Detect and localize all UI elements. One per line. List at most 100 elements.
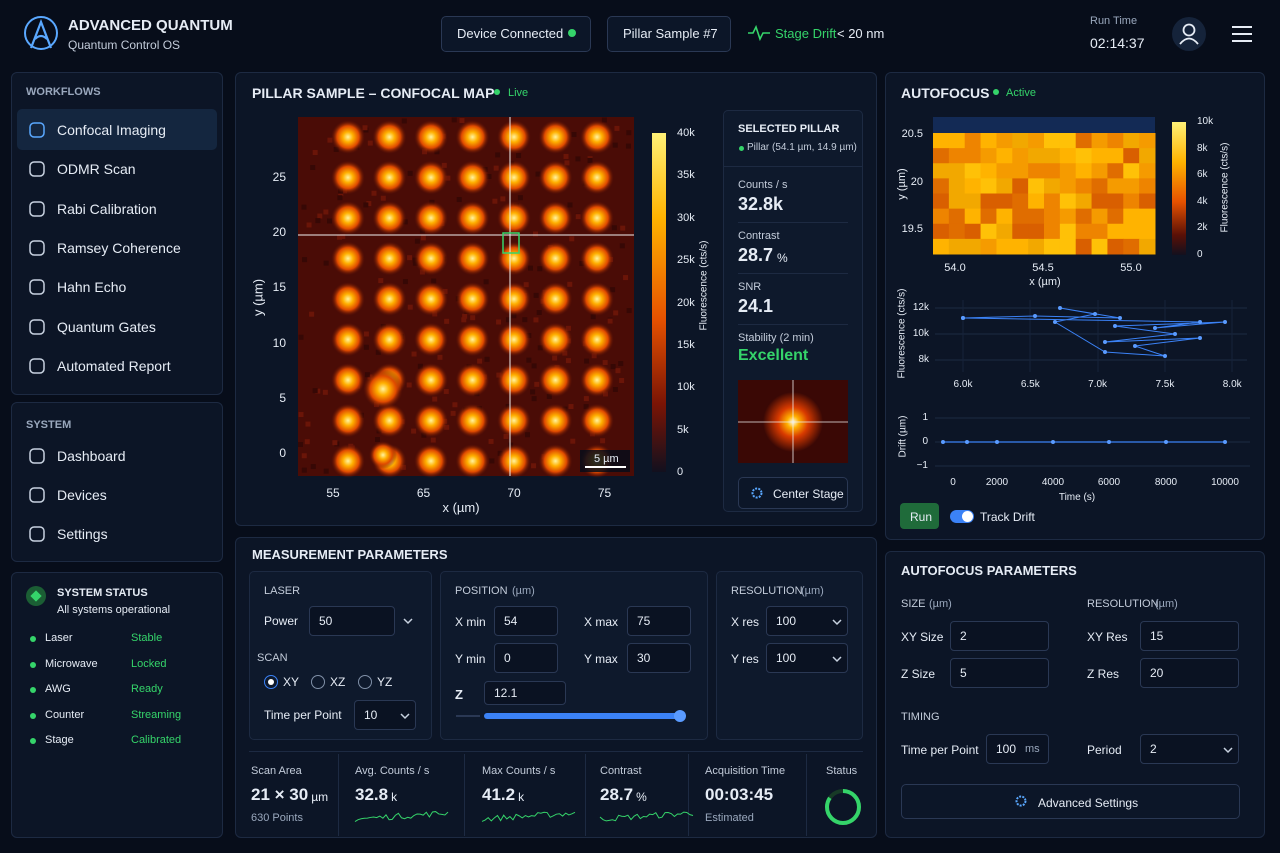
live-status: Live (508, 87, 529, 99)
slider-rail (456, 715, 480, 717)
drift-point (965, 440, 969, 444)
position-input[interactable] (494, 606, 558, 636)
pillar-spot (372, 201, 407, 235)
heatmap-cell (1123, 178, 1140, 194)
noise (402, 279, 408, 285)
size-input[interactable] (950, 621, 1049, 651)
noise (450, 410, 456, 416)
x-tick-label: 65 (416, 486, 431, 500)
nav-icon-shape (29, 200, 45, 217)
noise (444, 318, 450, 324)
group-unit: (µm) (929, 598, 952, 610)
pillar-spot (455, 241, 490, 276)
size-input[interactable] (950, 658, 1049, 688)
status-dot (30, 636, 36, 642)
drift-point (995, 440, 999, 444)
field-label: Z Res (1087, 667, 1120, 681)
pillar-spot (331, 403, 365, 438)
y-tick-label: 19.5 (901, 223, 923, 235)
heatmap-cell (933, 223, 950, 240)
sample-pill[interactable] (607, 16, 731, 52)
noise (615, 368, 621, 374)
input-value: 20 (1150, 666, 1164, 680)
toggle-knob (962, 511, 973, 522)
noise (531, 363, 537, 369)
colorbar-tick-label: 2k (1197, 222, 1208, 234)
group-title: TIMING (901, 711, 940, 723)
pillar-spot (455, 201, 490, 235)
radio[interactable] (358, 675, 372, 689)
center-stage-button[interactable] (738, 477, 848, 509)
noise (337, 234, 343, 240)
noise (625, 143, 631, 149)
nav-icon (29, 318, 45, 335)
trace-point (1153, 326, 1157, 330)
colorbar-tick-label: 5k (677, 423, 689, 436)
heatmap-cell (1059, 193, 1077, 210)
autofocus-heatmap (933, 117, 1156, 255)
heatmap-cell (996, 148, 1013, 164)
time-input[interactable] (986, 734, 1049, 764)
user-bg (1172, 17, 1206, 51)
field-label: Y min (455, 652, 486, 666)
pillar-spot (331, 120, 365, 154)
position-input[interactable] (627, 606, 691, 636)
heatmap-cell (1044, 163, 1061, 179)
noise (298, 412, 304, 418)
fluorescence-plot (935, 300, 1247, 372)
noise (575, 156, 581, 162)
nav-icon-shape (29, 122, 45, 138)
pillar-spot (538, 322, 573, 357)
divider (724, 166, 862, 167)
drift-point (1223, 440, 1227, 444)
group-title: POSITION (455, 585, 508, 597)
heatmap-cell (964, 238, 982, 255)
system-panel (11, 402, 223, 562)
x-tick-label: 10000 (1211, 477, 1239, 488)
position-input[interactable] (494, 643, 558, 673)
time-select[interactable] (354, 700, 416, 730)
resolution-input[interactable] (1140, 658, 1239, 688)
group-title: SIZE (901, 598, 926, 610)
pillar-position: Pillar (54.1 µm, 14.9 µm) (747, 142, 857, 153)
noise (496, 319, 502, 325)
heatmap-cell (1075, 193, 1093, 210)
position-input[interactable] (627, 643, 691, 673)
noise (374, 436, 380, 442)
af-colorbar (1172, 122, 1186, 255)
nav-item: Settings (57, 526, 108, 542)
drift-plot (935, 417, 1250, 467)
noise (602, 360, 608, 366)
power-input[interactable] (309, 606, 395, 636)
heatmap-cell (1044, 208, 1061, 225)
radio[interactable] (311, 675, 325, 689)
noise (305, 421, 311, 427)
pillar-spot (538, 241, 573, 276)
chevron (403, 618, 413, 625)
heatmap-cell (1123, 148, 1140, 164)
advanced-settings-button[interactable] (901, 784, 1240, 819)
slider-knob[interactable] (674, 710, 686, 722)
z-input[interactable] (484, 681, 566, 705)
heatmap-cell (1044, 178, 1061, 194)
x-tick-label: 0 (950, 477, 956, 488)
pillar-spot (414, 282, 448, 316)
pillar-spot (455, 160, 490, 195)
radio[interactable] (264, 675, 278, 689)
metric-value: 28.7 (738, 245, 774, 265)
resolution-input[interactable] (1140, 621, 1239, 651)
heatmap-cell (1075, 223, 1093, 240)
pillar-spot (580, 403, 614, 438)
noise (430, 437, 436, 443)
colorbar-tick-label: 6k (1197, 169, 1208, 181)
group-title: RESOLUTION (1087, 598, 1159, 610)
run-button[interactable] (900, 503, 939, 529)
period-select[interactable] (1140, 734, 1239, 764)
metric-value: 24.1 (738, 296, 774, 316)
input-value: 75 (637, 614, 651, 628)
colorbar-label: Fluorescence (cts/s) (698, 240, 710, 331)
heatmap-cell (948, 133, 966, 149)
group-title: RESOLUTION (731, 585, 803, 597)
x-tick-label: 55.0 (1120, 262, 1142, 274)
noise (301, 467, 307, 473)
